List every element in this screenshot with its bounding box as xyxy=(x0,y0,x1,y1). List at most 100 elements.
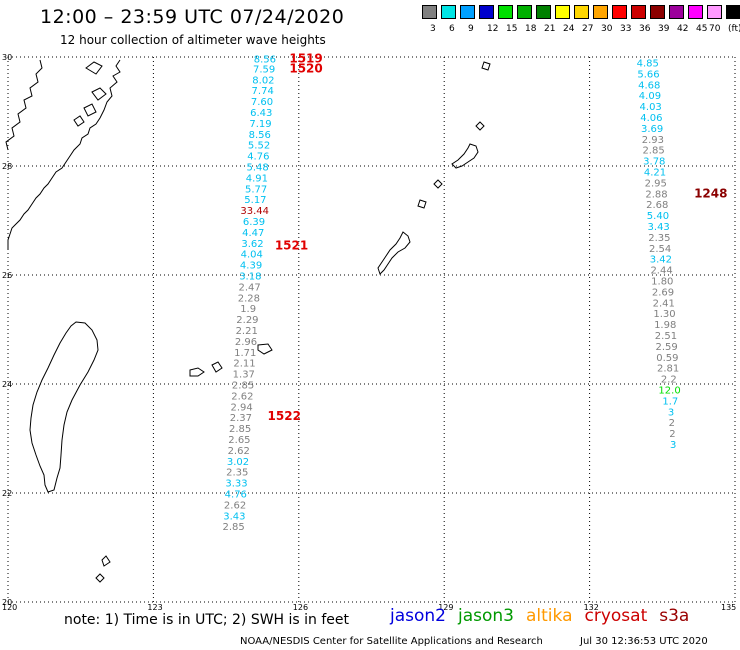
wave-height-value: 4.91 xyxy=(246,173,268,184)
legend-swatch xyxy=(517,5,532,19)
wave-height-value: 7.59 xyxy=(253,64,275,75)
pass-time-label: 1248 xyxy=(694,186,727,200)
wave-height-value: 1.30 xyxy=(653,309,675,320)
wave-height-value: 3.62 xyxy=(241,239,263,250)
wave-height-value: 4.47 xyxy=(242,228,264,239)
wave-height-value: 8.02 xyxy=(252,75,274,86)
mission-name: s3a xyxy=(659,606,690,626)
china-coastline-2 xyxy=(5,59,43,151)
wave-height-value: 3 xyxy=(668,407,674,418)
wave-height-value: 2 xyxy=(669,429,675,440)
wave-height-value: 2.51 xyxy=(655,331,677,342)
legend-swatch xyxy=(688,5,703,19)
latitude-tick-label: 22 xyxy=(2,489,12,498)
mission-name: jason3 xyxy=(458,606,514,626)
wave-height-value: 1.7 xyxy=(662,396,678,407)
wave-height-value: 4.76 xyxy=(247,152,269,163)
wave-height-value: 3.43 xyxy=(223,511,245,522)
longitude-tick-label: 120 xyxy=(2,603,17,612)
wave-height-value: 2.62 xyxy=(228,446,250,457)
wave-height-value: 3.42 xyxy=(650,255,672,266)
wave-height-value: 2.85 xyxy=(642,146,664,157)
china-coastline xyxy=(7,59,121,250)
legend-swatch xyxy=(479,5,494,19)
wave-height-value: 2.29 xyxy=(236,315,258,326)
wave-height-value: 4.06 xyxy=(640,113,662,124)
small-islands xyxy=(417,61,491,209)
wave-height-value: 2.81 xyxy=(657,364,679,375)
legend-swatch xyxy=(441,5,456,19)
pass-time-label: 1520 xyxy=(289,61,322,75)
wave-height-value: 6.39 xyxy=(243,217,265,228)
wave-height-value: 6.43 xyxy=(250,108,272,119)
mission-name: altika xyxy=(526,606,573,626)
wave-height-value: 3.69 xyxy=(641,124,663,135)
lat-lon-grid xyxy=(7,56,736,603)
latitude-tick-label: 20 xyxy=(2,598,12,607)
legend-label: 6 xyxy=(449,24,455,34)
legend-label: 42 xyxy=(677,24,689,34)
wave-height-value: 4.39 xyxy=(240,261,262,272)
wave-height-value: 2.69 xyxy=(652,287,674,298)
pass-time-label: 1519 xyxy=(289,52,322,66)
wave-height-value: 5.40 xyxy=(647,211,669,222)
mission-name: jason2 xyxy=(390,606,446,626)
legend-swatch xyxy=(726,5,740,19)
wave-height-value: 5.48 xyxy=(246,163,268,174)
wave-height-value: 3.33 xyxy=(225,479,247,490)
longitude-tick-label: 135 xyxy=(721,603,736,612)
legend-swatch xyxy=(669,5,684,19)
legend-label: 39 xyxy=(658,24,670,34)
footer-note: note: 1) Time is in UTC; 2) SWH is in fe… xyxy=(64,612,350,628)
credit-text: NOAA/NESDIS Center for Satellite Applica… xyxy=(240,636,543,647)
wave-height-value: 4.04 xyxy=(241,250,263,261)
wave-height-value: 2.35 xyxy=(226,468,248,479)
mission-name: cryosat xyxy=(584,606,648,626)
wave-height-value: 2.85 xyxy=(222,522,244,533)
wave-height-value: 7.74 xyxy=(252,86,274,97)
generated-timestamp: Jul 30 12:36:53 UTC 2020 xyxy=(580,636,708,647)
wave-height-value: 3 xyxy=(670,440,676,451)
wave-height-value: 2 xyxy=(669,418,675,429)
wave-height-value: 8.56 xyxy=(254,55,276,66)
yaeyama-coastline xyxy=(189,343,273,377)
legend-swatch xyxy=(574,5,589,19)
latitude-tick-label: 24 xyxy=(2,380,12,389)
amami-coastline xyxy=(451,143,479,169)
wave-height-value: 33.44 xyxy=(240,206,269,217)
legend-swatch xyxy=(422,5,437,19)
wave-height-value: 1.80 xyxy=(651,276,673,287)
legend-swatch xyxy=(631,5,646,19)
wave-height-value: 2.68 xyxy=(646,200,668,211)
wave-height-value: 2.65 xyxy=(228,435,250,446)
legend-label: 27 xyxy=(582,24,594,34)
legend-label: 70 xyxy=(709,24,721,34)
longitude-tick-label: 123 xyxy=(147,603,162,612)
coastline xyxy=(5,59,491,583)
wave-height-value: 3.18 xyxy=(239,272,261,283)
longitude-tick-label: 129 xyxy=(438,603,453,612)
wave-height-value: 7.19 xyxy=(249,119,271,130)
wave-height-value: 2.88 xyxy=(645,189,667,200)
legend-swatch xyxy=(498,5,513,19)
wave-height-value: 2.41 xyxy=(653,298,675,309)
axis-labels: 120 123 126 129 132 135 30 28 26 24 22 20 xyxy=(2,53,736,612)
wave-height-value: 5.17 xyxy=(244,195,266,206)
wave-height-value: 2.28 xyxy=(238,293,260,304)
wave-height-value: 2.94 xyxy=(230,402,252,413)
latitude-tick-label: 30 xyxy=(2,53,12,62)
legend-label: (ft) xyxy=(728,24,740,34)
wave-height-value: 8.56 xyxy=(249,130,271,141)
wave-height-value: 4.85 xyxy=(637,58,659,69)
wave-height-value: 3.02 xyxy=(227,457,249,468)
legend-label: 9 xyxy=(468,24,474,34)
legend-label: 3 xyxy=(430,24,436,34)
wave-height-value: 5.77 xyxy=(245,184,267,195)
wave-height-value: 2.85 xyxy=(229,424,251,435)
legend-label: 15 xyxy=(506,24,518,34)
wave-height-value: 1.98 xyxy=(654,320,676,331)
wave-height-value: 1.71 xyxy=(234,348,256,359)
map-title: 12:00 – 23:59 UTC 07/24/2020 xyxy=(40,6,345,28)
